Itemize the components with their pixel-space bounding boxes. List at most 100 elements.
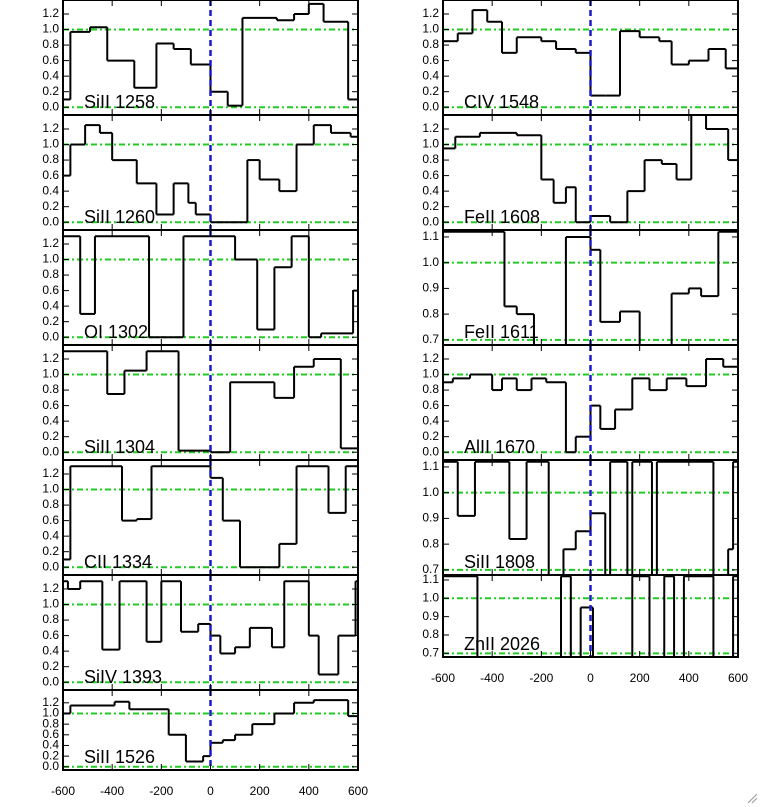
plot-area (443, 345, 738, 460)
y-tick-label: 1.2 (422, 121, 439, 135)
y-tick-label: 0.2 (42, 199, 59, 213)
y-tick-label: 0.4 (42, 68, 59, 82)
y-tick-label: 0.0 (42, 759, 59, 773)
y-tick-label: 1.2 (42, 6, 59, 20)
y-tick-label: 1.0 (42, 706, 59, 720)
y-tick-label: 1.0 (422, 255, 439, 269)
y-tick-label: 0.9 (422, 609, 439, 623)
y-tick-label: 1.0 (42, 22, 59, 36)
panel: 0.00.2 0.40.6 0.81.0 1.2 SiII 1304 (42, 344, 359, 461)
y-tick-label: 0.6 (42, 168, 59, 182)
y-tick-label: 1.2 (42, 581, 59, 595)
transition-label: SiIV 1393 (84, 667, 162, 687)
plot-area (443, 0, 738, 115)
x-tick-label: 0 (207, 784, 214, 798)
y-tick-label: 0.0 (42, 329, 59, 343)
transition-label: FeII 1608 (464, 207, 540, 227)
y-tick-label: 1.2 (42, 466, 59, 480)
y-tick-label: 0.2 (42, 429, 59, 443)
y-tick-label: 1.2 (422, 6, 439, 20)
y-tick-label: 0.4 (42, 738, 59, 752)
x-tick-label: -200 (149, 784, 173, 798)
y-tick-label: 0.9 (422, 281, 439, 295)
plot-area (443, 230, 738, 345)
y-tick-label: 1.2 (42, 236, 59, 250)
panel: 0.00.20.40.60.81.01.2 -600 -400 -200 0 200 400… (42, 689, 368, 798)
y-tick-label: 0.8 (42, 716, 59, 730)
y-tick-label: 1.1 (422, 459, 439, 473)
x-tick-label: -600 (51, 784, 75, 798)
y-tick-label: 0.9 (422, 511, 439, 525)
y-tick-label: 0.0 (422, 444, 439, 458)
y-tick-label: 0.0 (422, 99, 439, 113)
y-tick-label: 0.4 (42, 528, 59, 542)
transition-label: SiII 1808 (464, 552, 535, 572)
y-tick-label: 0.8 (422, 536, 439, 550)
y-tick-label: 0.8 (42, 37, 59, 51)
y-tick-label: 0.4 (422, 68, 439, 82)
y-tick-label: 0.0 (42, 674, 59, 688)
y-tick-label: 0.7 (422, 332, 439, 346)
transition-label: AlII 1670 (464, 437, 535, 457)
transition-label: OI 1302 (84, 322, 148, 342)
x-tick-label: 400 (679, 671, 699, 685)
panel: 0.00.2 0.40.6 0.81.0 1.2 CII 1334 (42, 459, 359, 576)
x-tick-label: -200 (529, 671, 553, 685)
y-tick-label: 1.0 (422, 22, 439, 36)
x-tick-label: 600 (728, 671, 748, 685)
y-tick-label: 1.2 (422, 351, 439, 365)
x-tick-label: -400 (480, 671, 504, 685)
y-tick-label: 0.6 (42, 628, 59, 642)
y-tick-label: 1.1 (422, 229, 439, 243)
y-tick-label: 1.1 (422, 572, 439, 586)
plot-area (63, 0, 358, 115)
y-tick-label: 0.8 (42, 267, 59, 281)
transition-label: SiII 1260 (84, 207, 155, 227)
y-tick-label: 0.6 (422, 398, 439, 412)
panel: 0.00.2 0.40.6 0.81.0 1.2 SiII 1258 (42, 0, 359, 116)
y-tick-label: 0.0 (422, 214, 439, 228)
y-tick-label: 0.6 (42, 53, 59, 67)
y-tick-label: 1.0 (422, 590, 439, 604)
y-tick-label: 0.4 (422, 413, 439, 427)
y-tick-label: 0.4 (42, 413, 59, 427)
y-tick-label: 1.0 (42, 137, 59, 151)
y-tick-label: 1.0 (422, 485, 439, 499)
plot-area (443, 575, 738, 657)
y-tick-label: 0.8 (42, 152, 59, 166)
panel: 0.00.2 0.40.6 0.81.0 1.2 AlII 1670 (422, 344, 739, 461)
y-tick-label: 0.2 (42, 659, 59, 673)
y-tick-label: 1.2 (42, 351, 59, 365)
y-tick-label: 1.2 (42, 121, 59, 135)
x-tick-label: 200 (630, 671, 650, 685)
x-tick-label: -600 (431, 671, 455, 685)
y-tick-label: 0.8 (422, 152, 439, 166)
y-tick-label: 0.0 (42, 214, 59, 228)
y-tick-label: 1.0 (422, 137, 439, 151)
plot-area (63, 460, 358, 575)
y-tick-label: 0.8 (42, 382, 59, 396)
y-tick-label: 1.2 (42, 695, 59, 709)
y-tick-label: 1.0 (422, 367, 439, 381)
plot-area (443, 460, 738, 575)
plot-area (63, 575, 358, 690)
panel: 0.00.2 0.40.6 0.81.0 1.2 SiII 1260 (42, 114, 359, 231)
transition-label: FeII 1611 (464, 322, 539, 342)
y-tick-label: 0.6 (42, 283, 59, 297)
y-tick-label: 0.8 (422, 37, 439, 51)
transition-label: CIV 1548 (464, 92, 539, 112)
panel: 0.00.2 0.40.6 0.81.0 1.2 OI 1302 (42, 229, 359, 346)
y-tick-label: 0.7 (422, 646, 439, 660)
y-tick-label: 0.4 (42, 643, 59, 657)
x-tick-label: 600 (348, 784, 368, 798)
panel: 0.00.2 0.40.6 0.81.0 1.2 SiIV 1393 (42, 574, 359, 691)
y-tick-label: 0.4 (42, 183, 59, 197)
y-tick-label: 1.0 (42, 367, 59, 381)
y-tick-label: 0.6 (42, 398, 59, 412)
transition-label: ZnII 2026 (464, 634, 540, 654)
plot-area (63, 115, 358, 230)
y-tick-label: 0.2 (42, 314, 59, 328)
panel: 0.00.2 0.40.6 0.81.0 1.2 CIV 1548 (422, 0, 739, 116)
y-tick-label: 1.0 (42, 252, 59, 266)
